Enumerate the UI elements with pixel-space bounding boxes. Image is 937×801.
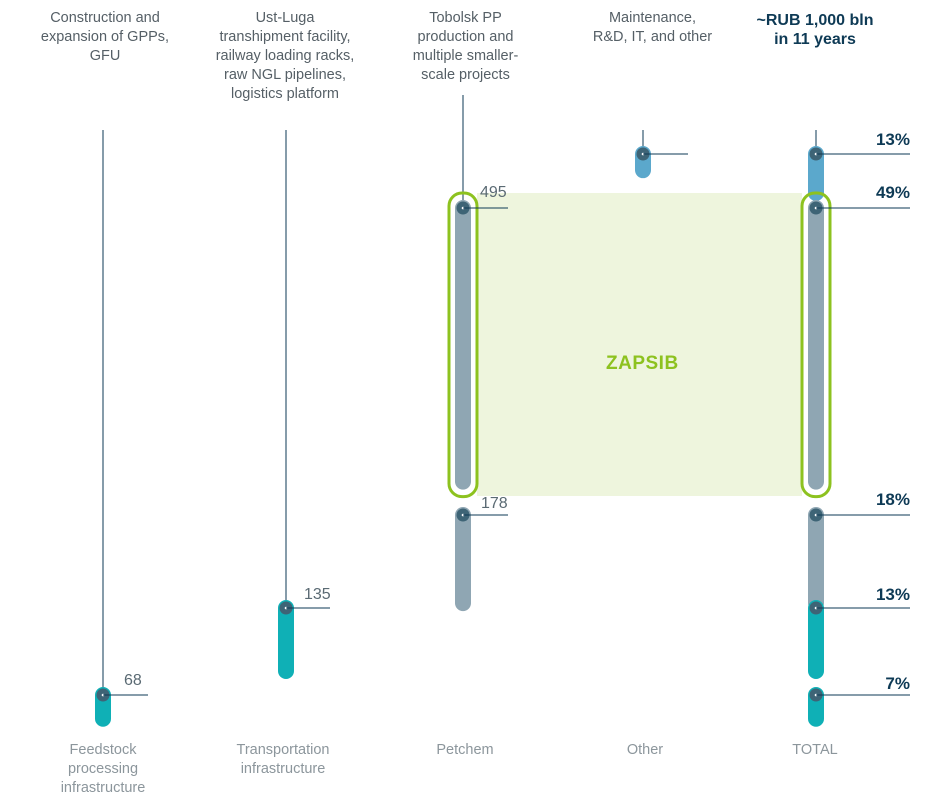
category-label-transportation: Transportation infrastructure [236, 742, 330, 777]
bar-petchem-other [455, 507, 471, 612]
category-label-other: Other [626, 742, 664, 758]
highlight-outline-total [800, 191, 832, 499]
bar-total-segment-1 [808, 146, 824, 201]
top-label-transportation: Ust-Luga transhipment facility, railway … [215, 10, 355, 102]
bar-total-segment-2 [808, 200, 824, 490]
pct-label-petchem-other: 18% [875, 490, 910, 509]
category-label-feedstock: Feedstock processing infrastructure [60, 742, 146, 796]
top-label-feedstock: Construction and expansion of GPPs, GFU [40, 10, 170, 64]
value-label-petchem-zapsib: 495 [480, 184, 507, 201]
pct-label-feedstock: 7% [885, 674, 910, 693]
pct-label-petchem-zapsib: 49% [875, 183, 910, 202]
value-label-petchem-other: 178 [481, 495, 508, 512]
value-label-transportation: 135 [304, 586, 331, 603]
highlight-outline-petchem [447, 191, 479, 499]
bar-total-segment-4 [808, 600, 824, 679]
top-label-other: Maintenance, R&D, IT, and other [592, 10, 713, 45]
category-label-total: TOTAL [792, 742, 838, 758]
pct-label-transportation: 13% [875, 585, 910, 604]
top-label-petchem: Tobolsk PP production and multiple small… [412, 10, 519, 83]
pct-label-other: 13% [875, 130, 910, 149]
category-label-petchem: Petchem [436, 742, 494, 758]
bar-total-segment-3 [808, 507, 824, 612]
value-label-feedstock: 68 [124, 672, 142, 689]
zapsib-label: ZAPSIB [606, 353, 679, 374]
chart-title: ~RUB 1,000 bln in 11 years [756, 12, 874, 48]
bar-transportation [278, 600, 294, 679]
zapsib-highlight-band [477, 193, 802, 496]
bar-petchem-zapsib [455, 200, 471, 490]
